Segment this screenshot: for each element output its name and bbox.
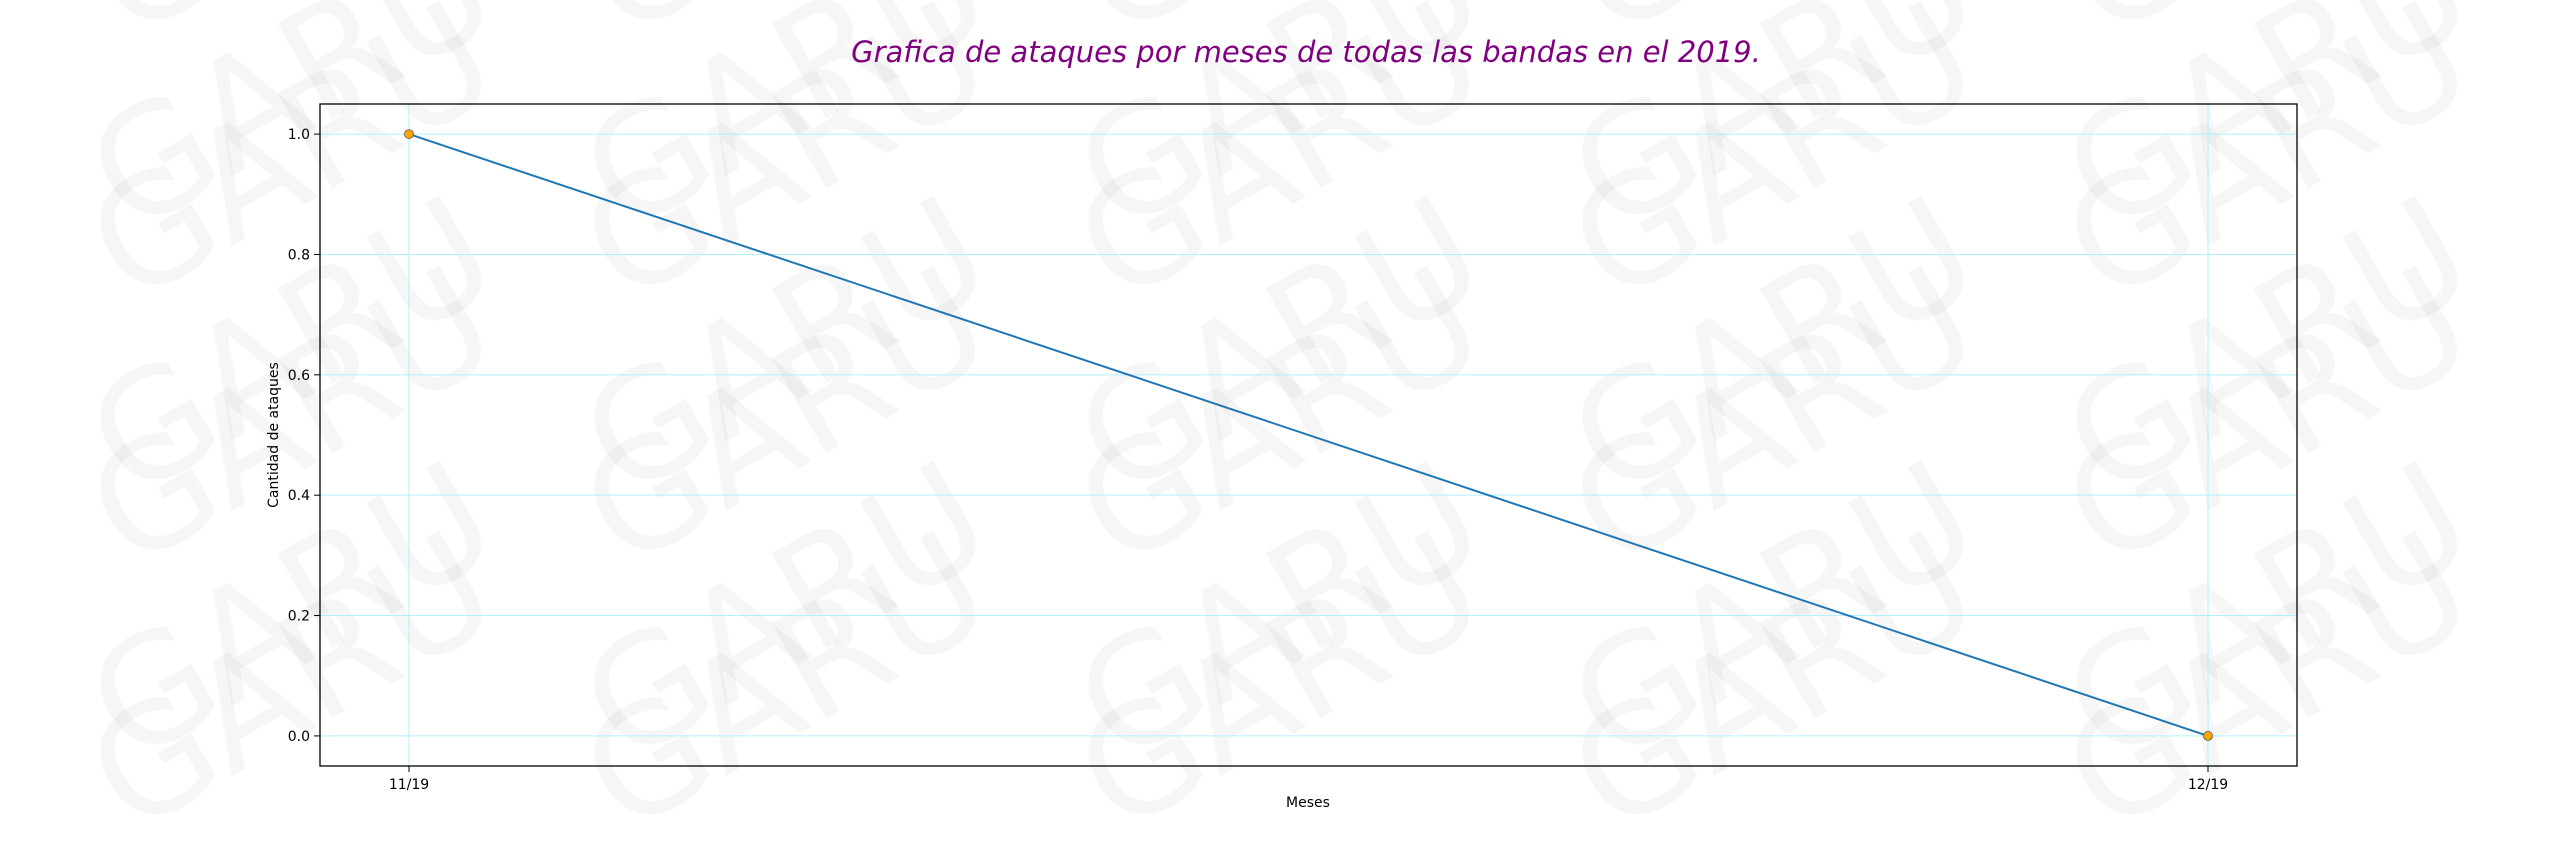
y-tick-label: 1.0 xyxy=(288,127,310,143)
data-point xyxy=(404,129,414,139)
series-line xyxy=(408,133,2209,737)
y-tick-label: 0.6 xyxy=(288,368,310,384)
x-tick-label: 11/19 xyxy=(389,777,429,793)
x-tick-label: 12/19 xyxy=(2188,777,2228,793)
y-axis: 0.0 0.2 0.4 0.6 0.8 1.0 xyxy=(288,127,320,745)
watermark-layer: GARU GARU GARU GARU GARUGARUGARUGARUGARUGARU… xyxy=(61,0,2499,861)
y-tick-label: 0.4 xyxy=(288,488,310,504)
x-axis: 11/19 12/19 xyxy=(389,766,2228,793)
y-tick-label: 0.2 xyxy=(288,609,310,625)
series-layer xyxy=(404,129,2213,741)
x-axis-label: Meses xyxy=(1286,795,1330,811)
grid xyxy=(320,104,2297,766)
plot-area-frame xyxy=(319,103,2298,767)
chart-title: Grafica de ataques por meses de todas la… xyxy=(851,35,1761,69)
y-tick-label: 0.0 xyxy=(288,729,310,745)
y-tick-label: 0.8 xyxy=(288,247,310,263)
data-point xyxy=(2203,731,2213,741)
y-axis-label: Cantidad de ataques xyxy=(266,362,282,508)
